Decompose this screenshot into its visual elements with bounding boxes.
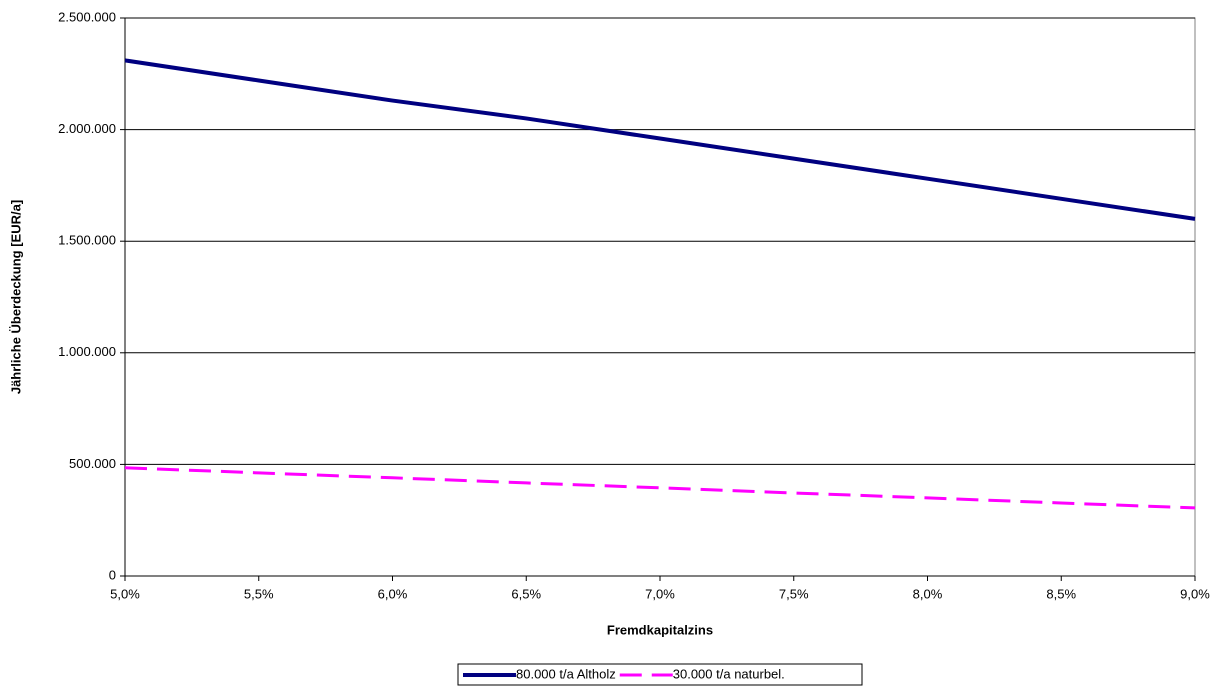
x-axis-label: Fremdkapitalzins <box>607 622 713 637</box>
y-tick-label: 1.500.000 <box>58 233 116 248</box>
y-tick-label: 2.000.000 <box>58 121 116 136</box>
y-tick-label: 2.500.000 <box>58 9 116 24</box>
x-tick-label: 8,0% <box>913 586 943 601</box>
x-tick-label: 6,0% <box>378 586 408 601</box>
x-tick-label: 7,5% <box>779 586 809 601</box>
y-tick-label: 0 <box>109 567 116 582</box>
y-tick-label: 500.000 <box>69 456 116 471</box>
legend-label: 80.000 t/a Altholz <box>516 666 616 681</box>
series-line <box>124 58 1196 221</box>
x-tick-label: 5,0% <box>110 586 140 601</box>
x-tick-label: 9,0% <box>1180 586 1210 601</box>
legend-label: 30.000 t/a naturbel. <box>673 666 785 681</box>
x-tick-label: 5,5% <box>244 586 274 601</box>
x-tick-label: 8,5% <box>1046 586 1076 601</box>
y-tick-label: 1.000.000 <box>58 344 116 359</box>
series-line <box>124 466 1196 510</box>
x-tick-label: 6,5% <box>511 586 541 601</box>
y-axis-label: Jährliche Überdeckung [EUR/a] <box>8 200 23 394</box>
x-tick-label: 7,0% <box>645 586 675 601</box>
plot-area <box>124 17 1196 577</box>
